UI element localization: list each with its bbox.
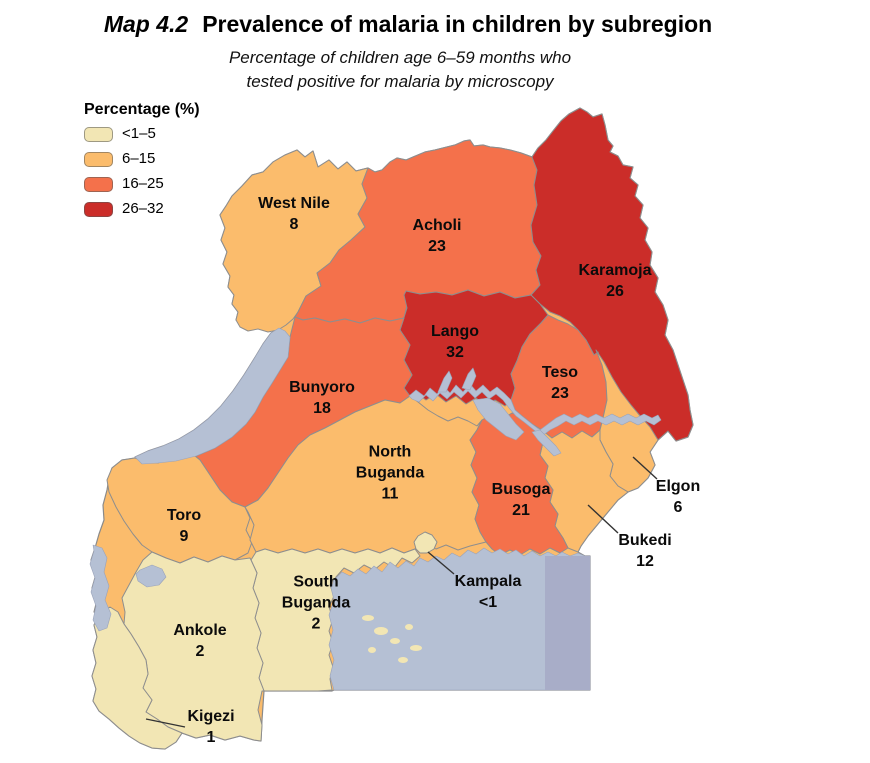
legend-item: 6–15	[84, 150, 200, 167]
region-value-kampala: <1	[478, 594, 498, 611]
figure-subtitle-line1: Percentage of children age 6–59 months w…	[228, 48, 572, 67]
region-label-teso: Teso 23	[541, 364, 579, 402]
region-label-elgon: Elgon 6	[655, 478, 701, 516]
lake-kyoga-se-arm	[531, 429, 562, 457]
region-value-ankole: 2	[195, 643, 205, 660]
region-value-kigezi: 1	[206, 729, 216, 746]
leader-line-elgon	[632, 456, 658, 480]
region-value-south-buganda: 2	[311, 615, 321, 633]
region-value-karamoja: 26	[606, 283, 624, 300]
legend-label-band3: 16–25	[122, 175, 164, 192]
lake-kyoga-south-arm	[472, 397, 525, 441]
region-value-lango: 32	[446, 344, 464, 361]
region-value-busoga: 21	[512, 502, 530, 519]
legend-label-band1: <1–5	[122, 125, 156, 142]
lake-victoria-island	[398, 657, 408, 663]
region-label-toro: Toro 9	[166, 507, 202, 545]
region-label-lango: Lango 32	[431, 323, 479, 361]
legend-swatch-band4	[84, 201, 113, 217]
legend-swatch-band2	[84, 151, 113, 167]
lake-kyoga-finger-2	[461, 367, 477, 391]
region-value-elgon: 6	[673, 499, 683, 516]
lake-kyoga	[408, 383, 662, 437]
region-label-kigezi: Kigezi 1	[187, 708, 235, 746]
figure-number: Map 4.2	[103, 11, 189, 37]
region-kampala	[413, 531, 438, 554]
region-value-toro: 9	[179, 528, 189, 545]
region-label-busoga: Busoga 21	[491, 481, 551, 519]
region-value-north-buganda: 11	[381, 485, 399, 503]
region-label-west-nile: West Nile 8	[258, 195, 330, 233]
lake-albert	[134, 327, 291, 465]
lake-victoria-island	[368, 647, 376, 653]
legend-item: <1–5	[84, 125, 200, 142]
region-label-karamoja: Karamoja 26	[578, 262, 652, 300]
region-value-bukedi: 12	[636, 553, 654, 570]
lake-victoria	[328, 547, 591, 691]
legend-swatch-band3	[84, 176, 113, 192]
legend-item: 16–25	[84, 175, 200, 192]
lake-george	[135, 564, 167, 588]
region-label-bunyoro: Bunyoro 18	[289, 379, 355, 417]
lake-victoria-island	[390, 638, 400, 644]
region-value-west-nile: 8	[289, 216, 299, 233]
legend-title: Percentage (%)	[84, 101, 200, 118]
legend-swatch-band1	[84, 126, 113, 142]
lake-kyoga-finger-1	[437, 370, 453, 393]
lake-victoria-island	[362, 615, 374, 621]
region-label-north-buganda: North Buganda 11	[355, 443, 425, 503]
region-label-kampala: Kampala <1	[454, 573, 522, 611]
region-value-acholi: 23	[428, 238, 446, 255]
figure-subtitle-line2: tested positive for malaria by microscop…	[246, 72, 554, 91]
region-kigezi	[91, 606, 183, 750]
leader-line-kampala	[427, 551, 455, 575]
legend-item: 26–32	[84, 200, 200, 217]
leader-line-bukedi	[587, 504, 619, 534]
figure-title: Map 4.2 Prevalence of malaria in children…	[58, 11, 758, 38]
region-label-south-buganda: South Buganda 2	[281, 573, 351, 633]
legend: Percentage (%) <1–5 6–15 16–25 26–32	[84, 101, 200, 227]
lake-victoria-island	[374, 627, 388, 635]
legend-label-band4: 26–32	[122, 200, 164, 217]
region-value-bunyoro: 18	[313, 400, 331, 417]
leader-line-kigezi	[145, 718, 186, 728]
region-label-acholi: Acholi 23	[412, 217, 462, 255]
figure-title-text: Prevalence of malaria in children by sub…	[202, 11, 713, 37]
region-label-bukedi: Bukedi 12	[618, 532, 672, 570]
region-karamoja	[530, 107, 694, 442]
lake-victoria-island	[405, 624, 413, 630]
legend-label-band2: 6–15	[122, 150, 156, 167]
region-label-ankole: Ankole 2	[173, 622, 227, 660]
lake-victoria-island	[410, 645, 422, 651]
lake-edward	[89, 544, 112, 632]
region-value-teso: 23	[551, 385, 569, 402]
lake-victoria-east-band	[545, 556, 590, 690]
